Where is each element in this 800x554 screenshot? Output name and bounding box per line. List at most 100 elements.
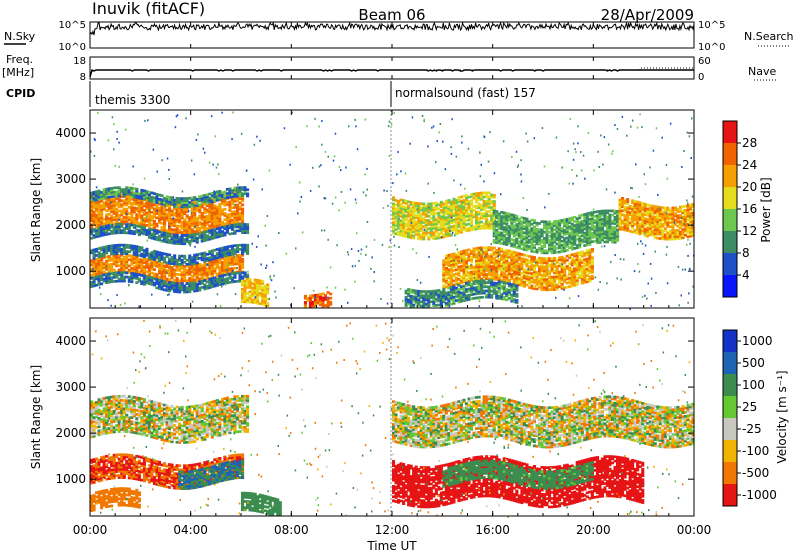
data-cell: [641, 206, 645, 210]
data-cell: [158, 197, 162, 201]
data-cell: [97, 228, 101, 232]
data-cell: [465, 227, 469, 231]
data-cell: [585, 224, 589, 228]
data-cell: [125, 266, 129, 270]
data-cell: [608, 217, 612, 221]
data-cell: [145, 260, 149, 263]
data-cell: [444, 273, 448, 276]
data-cell: [223, 227, 227, 231]
data-cell: [158, 261, 162, 265]
data-cell: [329, 300, 333, 304]
data-cell: [646, 232, 650, 236]
data-cell: [243, 245, 247, 249]
data-cell: [439, 200, 443, 204]
data-cell: [92, 252, 96, 256]
data-cell: [520, 282, 524, 285]
data-cell: [210, 223, 214, 227]
data-cell: [465, 269, 469, 273]
data-cell: [233, 220, 237, 224]
data-cell: [454, 221, 458, 225]
data-cell: [568, 285, 572, 288]
data-cell: [497, 276, 501, 280]
data-cell: [626, 214, 630, 218]
data-cell: [447, 253, 451, 257]
data-cell: [193, 221, 197, 225]
data-cell: [117, 250, 121, 253]
data-cell: [225, 259, 229, 263]
data-cell: [163, 260, 167, 264]
data-cell: [462, 217, 466, 221]
data-cell: [565, 228, 569, 231]
data-cell: [535, 273, 539, 276]
data-cell: [535, 277, 539, 280]
data-cell: [545, 228, 549, 232]
data-cell: [102, 194, 106, 198]
data-cell: [160, 276, 164, 280]
data-cell: [92, 218, 96, 222]
data-cell: [661, 237, 665, 241]
data-cell: [220, 248, 224, 252]
data-cell: [515, 237, 519, 241]
data-cell: [595, 222, 599, 226]
data-cell: [510, 215, 514, 219]
data-cell: [261, 280, 265, 283]
data-cell: [183, 261, 187, 264]
data-cell: [404, 199, 408, 203]
data-cell: [477, 257, 481, 260]
data-cell: [160, 270, 164, 274]
data-cell: [168, 253, 172, 257]
data-cell: [150, 195, 154, 199]
data-cell: [515, 255, 519, 259]
data-cell: [185, 228, 189, 232]
data-cell: [117, 260, 121, 263]
data-cell: [115, 186, 119, 190]
data-cell: [198, 197, 202, 200]
data-cell: [238, 190, 242, 194]
data-cell: [480, 191, 484, 195]
data-cell: [585, 243, 589, 247]
data-cell: [618, 211, 622, 214]
data-cell: [530, 272, 534, 275]
data-cell: [568, 219, 572, 223]
data-cell: [178, 201, 182, 204]
data-cell: [195, 204, 199, 207]
data-cell: [412, 299, 416, 303]
data-cell: [497, 216, 501, 220]
data-cell: [661, 210, 665, 214]
data-cell: [590, 227, 594, 231]
data-cell: [185, 273, 189, 276]
data-cell: [208, 214, 212, 217]
data-cell: [165, 261, 169, 265]
data-cell: [208, 220, 212, 223]
data-cell: [550, 282, 554, 285]
data-cell: [120, 271, 124, 275]
data-cell: [188, 264, 192, 268]
data-cell: [97, 215, 101, 218]
data-cell: [515, 264, 519, 267]
data-cell: [492, 209, 496, 213]
data-cell: [590, 217, 594, 221]
data-cell: [638, 218, 642, 221]
data-cell: [218, 275, 222, 278]
data-cell: [686, 212, 690, 216]
data-cell: [578, 220, 582, 224]
data-cell: [686, 225, 690, 228]
data-cell: [444, 281, 448, 285]
data-cell: [676, 216, 680, 220]
data-cell: [215, 258, 219, 261]
data-cell: [198, 222, 202, 226]
data-cell: [233, 197, 237, 201]
data-cell: [429, 233, 433, 237]
data-cell: [392, 202, 396, 206]
data-cell: [590, 223, 594, 227]
data-cell: [163, 226, 167, 230]
data-cell: [145, 277, 149, 281]
data-cell: [500, 278, 504, 282]
data-cell: [636, 231, 640, 235]
data-cell: [676, 210, 680, 213]
data-cell: [238, 262, 242, 265]
data-cell: [311, 296, 315, 300]
data-cell: [127, 212, 131, 215]
data-cell: [475, 265, 479, 269]
data-cell: [110, 246, 114, 250]
